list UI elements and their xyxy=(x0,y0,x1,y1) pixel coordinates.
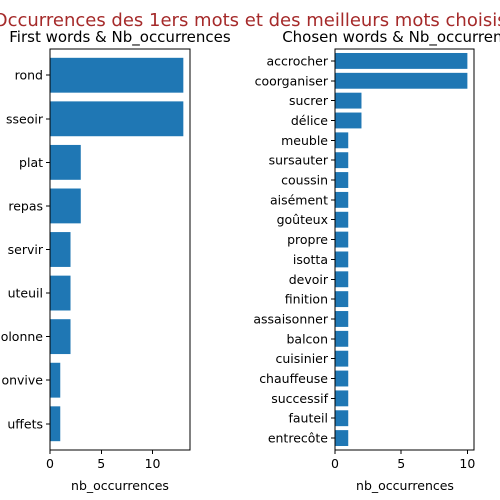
right-y-tick-label: accrocher xyxy=(266,53,328,68)
right-y-tick-label: balcon xyxy=(286,331,328,346)
left-y-tick-label: onvive xyxy=(1,373,43,388)
right-y-tick-label: chauffeuse xyxy=(259,371,328,386)
right-bar xyxy=(335,52,468,69)
left-x-tick-label: 0 xyxy=(46,456,54,471)
right-bar xyxy=(335,370,349,387)
figure-suptitle: Occurrences des 1ers mots et des meilleu… xyxy=(0,10,500,31)
left-chart-title: First words & Nb_occurrences xyxy=(9,28,231,47)
left-x-tick-label: 5 xyxy=(97,456,105,471)
left-axes-frame xyxy=(49,48,191,451)
right-bar xyxy=(335,390,349,407)
right-y-tick-label: entrecôte xyxy=(268,431,328,446)
right-chart-title: Chosen words & Nb_occurrences xyxy=(282,28,500,47)
right-axes-frame xyxy=(334,48,475,451)
right-y-tick-label: fauteil xyxy=(288,411,328,426)
right-y-tick-label: aisément xyxy=(270,192,328,207)
left-bar xyxy=(50,57,184,93)
right-y-tick-label: délice xyxy=(291,113,328,128)
left-x-tick-label: 10 xyxy=(145,456,161,471)
right-bar xyxy=(335,211,349,228)
right-bar xyxy=(335,350,349,367)
left-bar xyxy=(50,232,71,267)
right-bar xyxy=(335,330,349,347)
left-y-tick-label: plat xyxy=(19,155,43,170)
left-bar xyxy=(50,319,71,355)
right-bar-chart: accrocher coorganiser sucrer délice meuble su… xyxy=(253,48,475,471)
left-bar xyxy=(50,144,81,180)
right-y-tick-label: devoir xyxy=(289,272,329,287)
right-bar xyxy=(335,132,349,149)
right-bar xyxy=(335,430,349,447)
right-x-tick-label: 5 xyxy=(397,456,405,471)
right-y-tick-label: sursauter xyxy=(269,153,329,168)
left-y-tick-label: rond xyxy=(15,68,43,83)
right-bar xyxy=(335,291,349,308)
right-y-tick-label: sucrer xyxy=(289,93,329,108)
right-bar xyxy=(335,112,362,129)
left-bar xyxy=(50,188,81,224)
right-y-tick-label: cuisinier xyxy=(276,351,329,366)
left-bar xyxy=(50,362,61,398)
left-y-tick-label: uteuil xyxy=(8,286,43,301)
left-bar xyxy=(50,275,71,311)
right-y-tick-label: finition xyxy=(285,292,328,307)
right-bar xyxy=(335,311,349,327)
right-bar xyxy=(335,152,349,169)
left-y-tick-label: repas xyxy=(8,198,43,213)
right-y-tick-label: goûteux xyxy=(277,212,328,227)
left-y-tick-label: sseoir xyxy=(6,111,44,126)
left-y-tick-label: servir xyxy=(8,242,44,257)
right-bar xyxy=(335,231,349,248)
left-y-tick-label: uffets xyxy=(7,416,43,431)
right-bar xyxy=(335,271,349,288)
right-bar xyxy=(335,72,468,89)
right-bar xyxy=(335,92,362,109)
right-bar xyxy=(335,191,349,208)
right-bar xyxy=(335,410,349,427)
left-bar xyxy=(50,406,61,442)
right-y-tick-label: coussin xyxy=(281,173,328,188)
right-bar xyxy=(335,172,349,188)
left-x-axis-label: nb_occurrences xyxy=(71,478,169,493)
left-y-tick-label: olonne xyxy=(1,329,44,344)
right-y-tick-label: meuble xyxy=(281,133,328,148)
right-bar xyxy=(335,251,349,268)
right-y-tick-label: propre xyxy=(287,232,328,247)
right-x-tick-label: 10 xyxy=(459,456,475,471)
right-y-tick-label: assaisonner xyxy=(253,311,329,326)
right-y-tick-label: isotta xyxy=(293,252,328,267)
right-x-axis-label: nb_occurrences xyxy=(356,478,454,493)
right-y-tick-label: coorganiser xyxy=(255,73,329,88)
right-y-tick-label: successif xyxy=(271,391,328,406)
right-x-tick-label: 0 xyxy=(331,456,339,471)
left-bar xyxy=(50,101,184,137)
left-bar-chart: rond sseoir plat repas servir uteuil olonne onv… xyxy=(1,48,191,471)
